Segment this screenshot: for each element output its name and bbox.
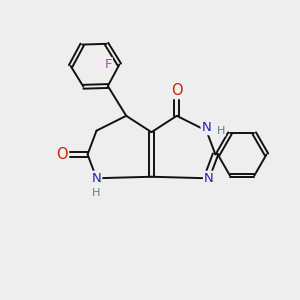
Text: N: N: [202, 121, 211, 134]
Text: N: N: [92, 172, 101, 185]
Text: H: H: [217, 126, 225, 136]
Text: O: O: [56, 147, 68, 162]
Text: N: N: [204, 172, 214, 185]
Text: O: O: [171, 83, 183, 98]
Text: H: H: [92, 188, 101, 197]
Text: F: F: [104, 58, 112, 71]
